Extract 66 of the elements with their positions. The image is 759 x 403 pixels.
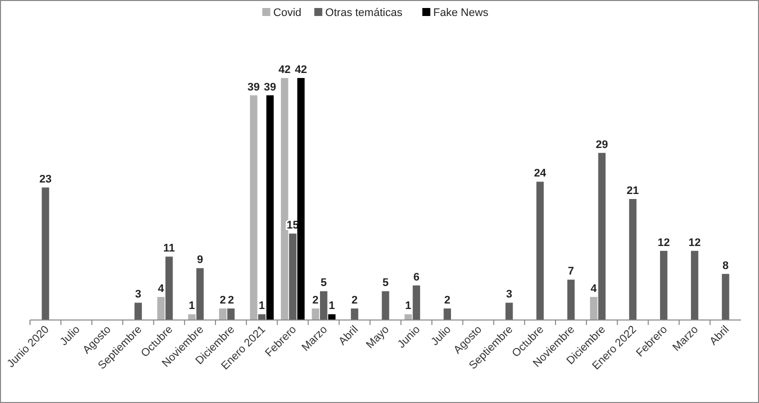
data-label: 7 [568, 266, 574, 278]
data-label: 29 [596, 138, 608, 151]
bar [196, 268, 204, 320]
bar [165, 256, 173, 320]
bar [328, 314, 336, 320]
bar [536, 182, 544, 320]
bar [188, 314, 196, 320]
data-label: 1 [258, 300, 265, 312]
bar [660, 250, 668, 320]
bar [297, 78, 305, 320]
data-label: 42 [294, 64, 308, 76]
data-label: 2 [312, 294, 319, 306]
bar [320, 291, 328, 320]
data-label: 2 [352, 294, 358, 306]
bar [258, 314, 266, 320]
data-label: 1 [328, 300, 335, 312]
data-label: 5 [382, 277, 389, 290]
data-label: 23 [39, 173, 52, 186]
data-label: 6 [413, 271, 420, 284]
bar [690, 250, 698, 320]
data-label: 8 [722, 260, 729, 272]
bar [412, 285, 420, 320]
data-label: 12 [688, 236, 701, 249]
bar [134, 302, 142, 320]
data-label: 24 [534, 168, 548, 180]
legend-label: Covid [273, 7, 302, 19]
bar [567, 280, 575, 320]
data-label: 39 [264, 81, 276, 94]
data-label: 5 [320, 277, 327, 290]
bar [250, 95, 258, 320]
data-label: 2 [220, 294, 226, 306]
x-tick-label: Julio [58, 324, 82, 348]
bar [382, 291, 390, 320]
bar [350, 308, 358, 320]
data-label: 42 [278, 64, 291, 76]
data-label: 3 [135, 288, 142, 301]
bar [219, 308, 226, 320]
bar [312, 308, 320, 320]
data-label: 1 [405, 300, 412, 312]
bar [280, 78, 288, 320]
data-label: 39 [248, 81, 260, 94]
bar [227, 308, 235, 320]
data-label: 11 [163, 242, 175, 255]
bar [629, 199, 636, 320]
x-tick-label: Julio [428, 324, 454, 348]
data-label: 12 [658, 236, 670, 249]
bar [42, 187, 50, 320]
data-label: 9 [196, 254, 204, 266]
data-label: 3 [506, 288, 512, 301]
bar [157, 296, 165, 320]
data-label: 1 [188, 300, 195, 312]
bar [289, 234, 296, 320]
bar [444, 308, 452, 320]
bar [505, 302, 513, 320]
bar [404, 314, 412, 320]
bar [590, 296, 598, 320]
data-label: 4 [590, 282, 598, 295]
data-label: 2 [444, 294, 450, 306]
data-label: 21 [626, 185, 639, 197]
legend-label: Fake News [433, 7, 489, 19]
bar [598, 152, 606, 320]
legend-label: Otras temáticas [325, 7, 403, 19]
data-label: 4 [158, 282, 165, 295]
bar [722, 274, 730, 320]
data-label: 2 [228, 294, 234, 306]
bar [266, 95, 274, 320]
